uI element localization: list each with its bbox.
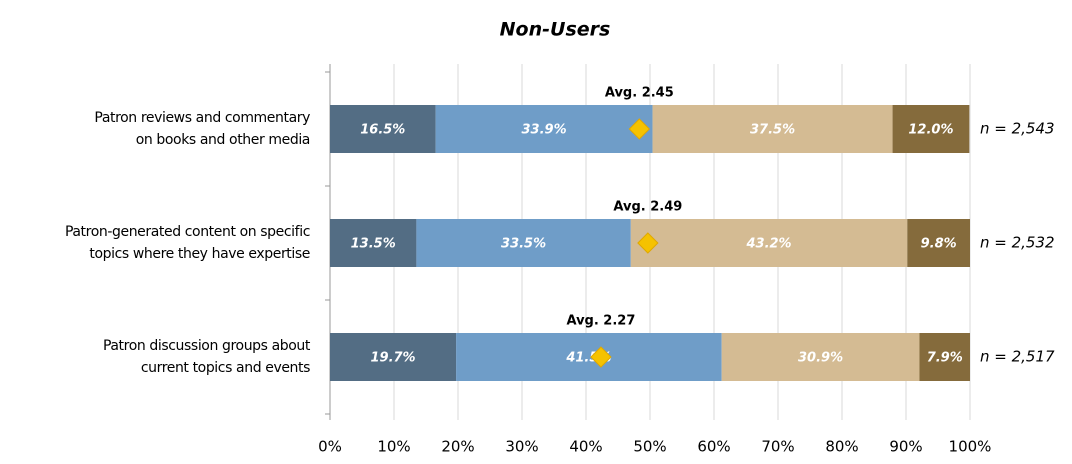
category-label: Patron-generated content on specific: [65, 224, 310, 240]
value-label: 37.5%: [750, 123, 795, 138]
x-tick-label: 100%: [949, 438, 992, 456]
x-tick-label: 20%: [441, 438, 474, 456]
x-tick-label: 50%: [633, 438, 666, 456]
bar-segment: [630, 219, 908, 267]
x-tick-label: 80%: [825, 438, 858, 456]
value-label: 16.5%: [360, 123, 405, 138]
x-tick-label: 40%: [569, 438, 602, 456]
x-tick-label: 60%: [697, 438, 730, 456]
average-label: Avg. 2.27: [566, 314, 635, 329]
x-tick-label: 10%: [377, 438, 410, 456]
value-label: 33.9%: [522, 123, 567, 138]
value-label: 13.5%: [351, 237, 396, 252]
category-label: on books and other media: [136, 132, 310, 148]
value-label: 7.9%: [927, 351, 963, 366]
average-marker: [637, 232, 659, 254]
n-label: n = 2,532: [980, 234, 1055, 252]
value-label: 33.5%: [501, 237, 546, 252]
bar-segment: [416, 219, 631, 267]
bar-segment: [919, 333, 970, 381]
x-tick-label: 0%: [318, 438, 342, 456]
category-label: topics where they have expertise: [89, 246, 310, 262]
category-label: current topics and events: [141, 360, 310, 376]
average-label: Avg. 2.45: [605, 86, 674, 101]
n-label: n = 2,543: [980, 120, 1055, 138]
bar-segment: [721, 333, 920, 381]
value-label: 43.2%: [745, 237, 791, 252]
bar-segment: [652, 105, 893, 153]
value-label: 9.8%: [921, 237, 957, 252]
average-label: Avg. 2.49: [613, 200, 682, 215]
category-label: Patron reviews and commentary: [94, 110, 310, 126]
bar-segment: [892, 105, 970, 153]
value-label: 12.0%: [908, 123, 953, 138]
bar-segment: [456, 333, 722, 381]
category-label: Patron discussion groups about: [103, 338, 311, 354]
x-tick-label: 30%: [505, 438, 538, 456]
average-marker: [590, 346, 612, 368]
x-tick-label: 90%: [889, 438, 922, 456]
value-label: 19.7%: [370, 351, 415, 366]
bar-segment: [907, 219, 970, 267]
bar-segment: [330, 333, 457, 381]
bar-segment: [435, 105, 653, 153]
bar-segment: [330, 105, 436, 153]
average-marker: [628, 118, 651, 140]
value-label: 30.9%: [798, 351, 843, 366]
x-tick-label: 70%: [761, 438, 794, 456]
chart-title: Non-Users: [500, 19, 611, 41]
n-label: n = 2,517: [980, 348, 1055, 366]
bar-segment: [330, 219, 417, 267]
